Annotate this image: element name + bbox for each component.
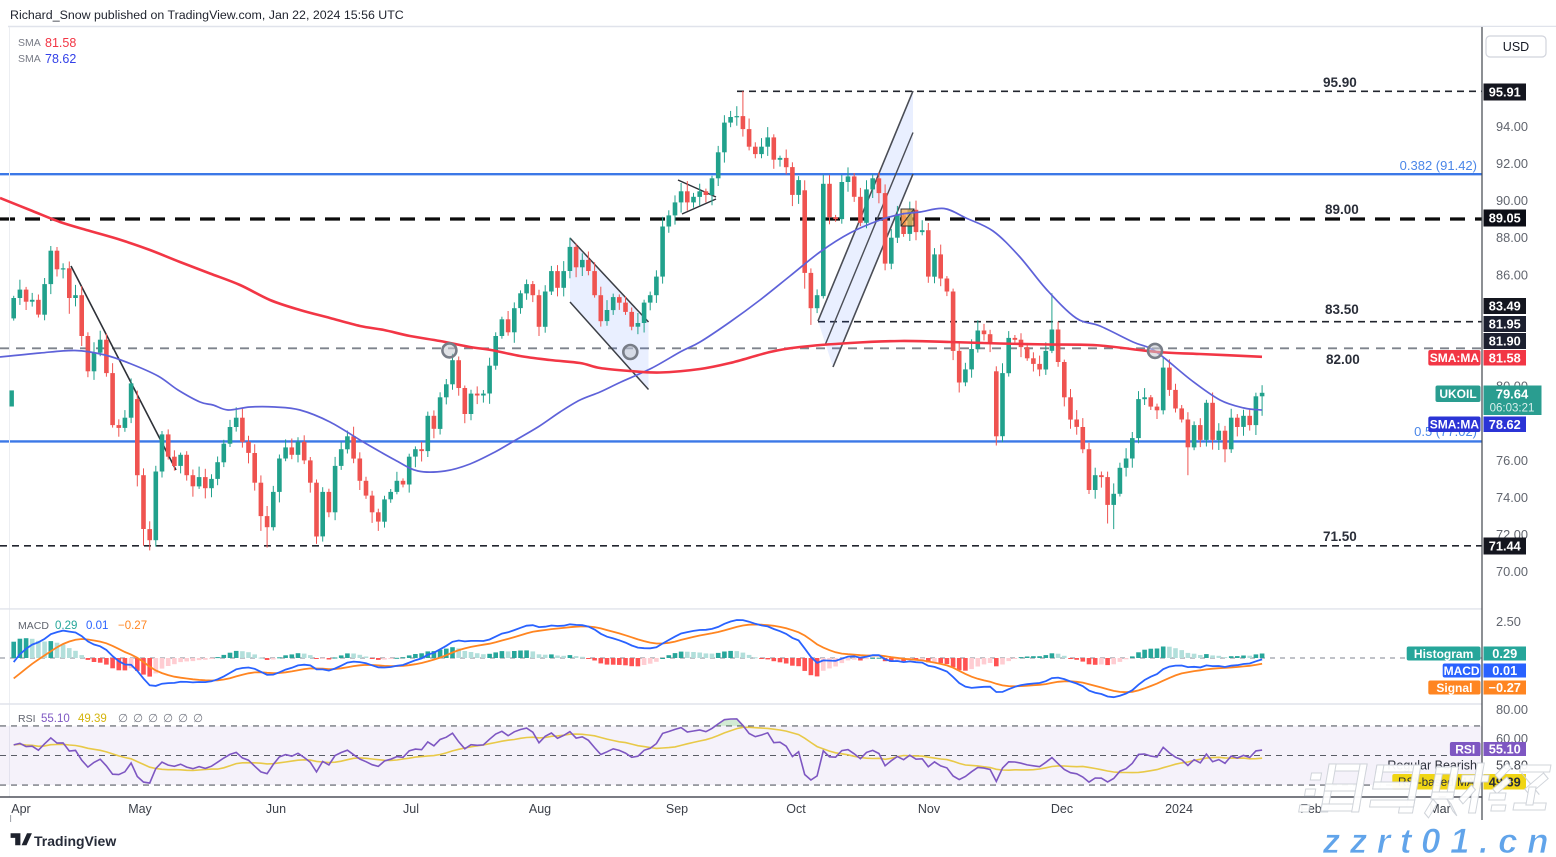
- svg-text:0.382 (91.42): 0.382 (91.42): [1400, 158, 1477, 173]
- svg-text:76.00: 76.00: [1496, 453, 1528, 468]
- svg-text:TradingView: TradingView: [34, 833, 116, 849]
- svg-text:zzrt01.cn: zzrt01.cn: [1322, 822, 1556, 857]
- svg-text:74.00: 74.00: [1496, 490, 1528, 505]
- svg-text:MACD: MACD: [18, 620, 49, 632]
- svg-text:71.50: 71.50: [1323, 529, 1357, 544]
- svg-text:Sep: Sep: [666, 802, 688, 816]
- svg-text:71.44: 71.44: [1489, 539, 1522, 554]
- svg-text:89.00: 89.00: [1325, 202, 1359, 217]
- svg-text:∅: ∅: [178, 713, 188, 725]
- svg-text:May: May: [128, 802, 152, 816]
- svg-text:−0.27: −0.27: [1489, 680, 1521, 695]
- svg-text:81.58: 81.58: [45, 36, 76, 50]
- svg-text:0.29: 0.29: [1492, 646, 1517, 661]
- svg-text:Histogram: Histogram: [1414, 647, 1473, 661]
- svg-text:86.00: 86.00: [1496, 267, 1528, 282]
- svg-text:90.00: 90.00: [1496, 193, 1528, 208]
- svg-text:55.10: 55.10: [41, 713, 70, 725]
- svg-text:79.64: 79.64: [1496, 387, 1529, 402]
- svg-text:0.01: 0.01: [86, 620, 108, 632]
- svg-text:RSI: RSI: [1455, 742, 1475, 756]
- svg-text:Richard_Snow published on Trad: Richard_Snow published on TradingView.co…: [10, 8, 404, 22]
- svg-text:0.01: 0.01: [1492, 663, 1517, 678]
- svg-text:∅: ∅: [148, 713, 158, 725]
- svg-text:∅: ∅: [133, 713, 143, 725]
- svg-text:95.90: 95.90: [1323, 75, 1357, 90]
- svg-text:Dec: Dec: [1051, 802, 1073, 816]
- svg-text:78.62: 78.62: [45, 52, 76, 66]
- svg-text:SMA: SMA: [18, 53, 41, 65]
- svg-text:89.05: 89.05: [1489, 211, 1521, 226]
- svg-text:83.50: 83.50: [1325, 302, 1359, 317]
- svg-text:−0.27: −0.27: [118, 620, 147, 632]
- svg-text:SMA: SMA: [18, 37, 41, 49]
- svg-text:0.29: 0.29: [55, 620, 77, 632]
- svg-text:Nov: Nov: [918, 802, 941, 816]
- svg-text:MACD: MACD: [1444, 664, 1480, 678]
- svg-text:Jun: Jun: [266, 802, 286, 816]
- svg-text:49.39: 49.39: [78, 713, 107, 725]
- svg-text:88.00: 88.00: [1496, 230, 1528, 245]
- svg-text:UKOIL: UKOIL: [1439, 387, 1476, 401]
- svg-text:95.91: 95.91: [1489, 85, 1521, 100]
- svg-text:81.95: 81.95: [1489, 317, 1521, 332]
- svg-text:81.58: 81.58: [1489, 350, 1521, 365]
- svg-text:Aug: Aug: [529, 802, 551, 816]
- svg-text:92.00: 92.00: [1496, 156, 1528, 171]
- svg-text:∅: ∅: [163, 713, 173, 725]
- svg-text:∅: ∅: [193, 713, 203, 725]
- svg-text:83.49: 83.49: [1489, 299, 1521, 314]
- svg-text:2.50: 2.50: [1496, 614, 1521, 629]
- svg-text:Apr: Apr: [11, 802, 30, 816]
- svg-text:55.10: 55.10: [1489, 742, 1521, 757]
- svg-text:RSI: RSI: [18, 713, 36, 725]
- svg-text:78.62: 78.62: [1489, 417, 1521, 432]
- svg-text:70.00: 70.00: [1496, 564, 1528, 579]
- svg-text:81.90: 81.90: [1489, 334, 1521, 349]
- svg-text:∅: ∅: [118, 713, 128, 725]
- svg-text:SMA:MA: SMA:MA: [1430, 351, 1480, 365]
- svg-text:USD: USD: [1503, 40, 1529, 54]
- svg-text:06:03:21: 06:03:21: [1490, 403, 1535, 415]
- svg-text:Oct: Oct: [786, 802, 806, 816]
- svg-text:Signal: Signal: [1436, 681, 1472, 695]
- svg-text:Jul: Jul: [403, 802, 419, 816]
- svg-text:2024: 2024: [1165, 802, 1193, 816]
- svg-text:80.00: 80.00: [1496, 702, 1528, 717]
- svg-text:SMA:MA: SMA:MA: [1430, 418, 1480, 432]
- svg-text:94.00: 94.00: [1496, 119, 1528, 134]
- svg-text:82.00: 82.00: [1326, 352, 1360, 367]
